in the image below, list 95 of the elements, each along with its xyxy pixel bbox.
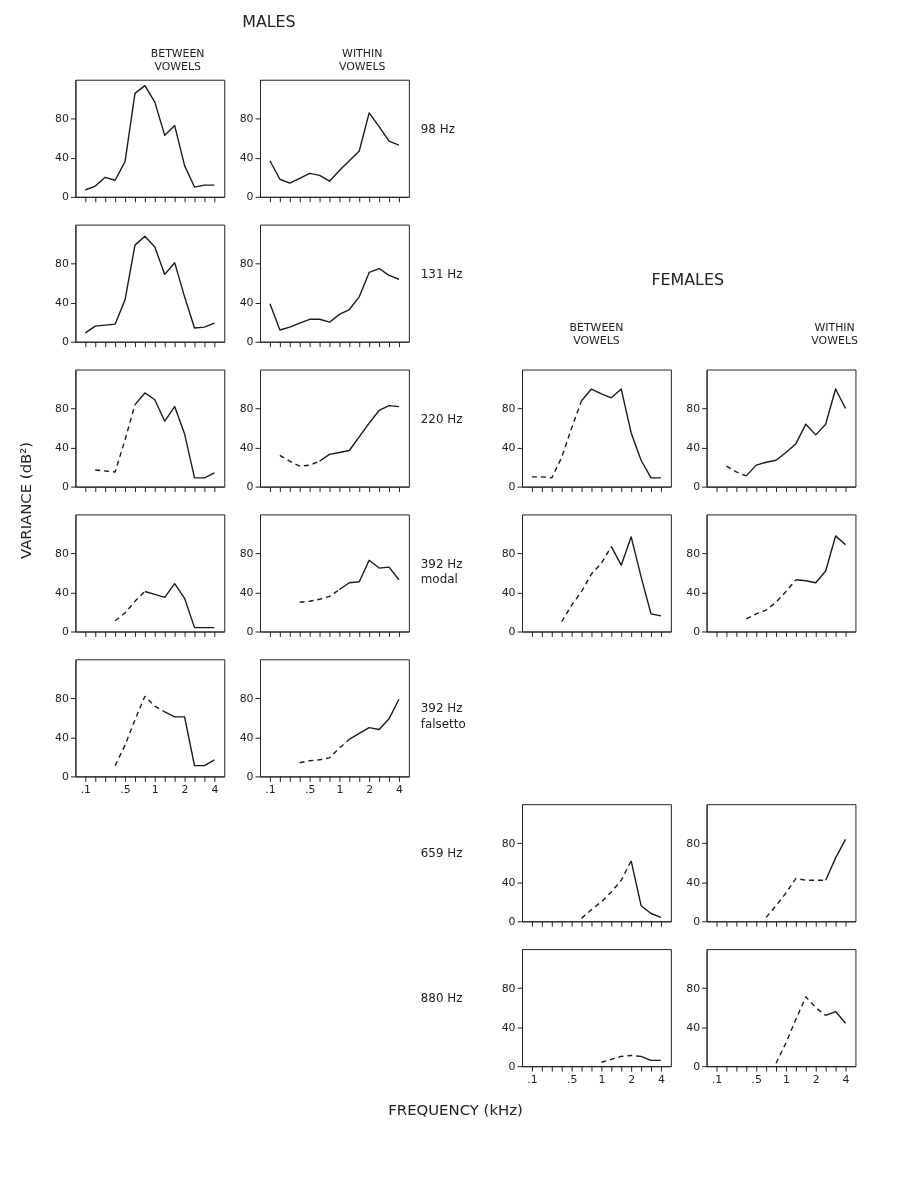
text: 880 Hz [420,991,463,1006]
y-tick-label: 40 [239,151,254,165]
text: modal [420,572,458,587]
y-tick-label: 80 [55,112,70,126]
y-tick-label: 80 [239,402,254,416]
y-tick-label: 80 [501,836,516,850]
y-tick-label: 80 [686,981,701,995]
x-tick-label: 4 [211,782,219,796]
text: FREQUENCY (kHz) [388,1100,523,1119]
y-tick-label: 80 [239,112,254,126]
y-tick-label: 80 [239,546,254,560]
y-tick-label: 0 [62,480,70,494]
x-tick-label: 4 [842,1072,850,1086]
y-tick-label: 40 [686,585,701,599]
y-tick-label: 0 [508,480,516,494]
y-tick-label: 80 [239,257,254,271]
text: falsetto [420,717,466,732]
y-tick-label: 80 [55,691,70,705]
text: 131 Hz [420,266,463,281]
text: 392 Hz [420,701,463,716]
y-tick-label: 0 [246,190,254,204]
y-tick-label: 0 [246,480,254,494]
y-tick-label: 40 [239,441,254,455]
y-tick-label: 0 [693,914,701,928]
x-tick-label: .5 [120,782,131,796]
text: 220 Hz [420,411,463,426]
y-tick-label: 40 [239,730,254,744]
text: VARIANCE (dB²) [16,441,35,560]
x-tick-label: 1 [336,782,344,796]
x-tick-label: 2 [366,782,374,796]
y-tick-label: 0 [246,624,254,638]
x-tick-label: 4 [657,1072,665,1086]
y-tick-label: 80 [501,546,516,560]
y-tick-label: 0 [62,769,70,783]
y-tick-label: 80 [501,402,516,416]
line-series [84,84,216,191]
y-tick-label: 40 [501,1020,516,1034]
y-tick-label: 0 [693,624,701,638]
x-tick-label: 1 [151,782,159,796]
x-tick-label: 2 [812,1072,820,1086]
x-tick-label: 1 [783,1072,790,1086]
text: FEMALES [651,270,725,290]
x-tick-label: 2 [628,1072,636,1086]
text: WITHIN VOWELS [811,320,858,347]
x-tick-label: .5 [566,1072,578,1086]
y-tick-label: 40 [686,1020,701,1034]
line-series [269,267,400,331]
y-tick-label: 40 [501,441,516,455]
y-tick-label: 40 [501,875,516,889]
y-tick-label: 40 [55,296,70,310]
text: MALES [242,12,296,32]
y-tick-label: 0 [693,480,701,494]
y-tick-label: 0 [62,624,70,638]
y-tick-label: 40 [55,585,70,599]
x-tick-label: .5 [751,1072,762,1086]
y-tick-label: 0 [62,335,70,349]
y-tick-label: 80 [686,836,701,850]
y-tick-label: 80 [501,981,516,995]
x-tick-label: .1 [265,782,276,796]
y-tick-label: 0 [246,335,254,349]
x-tick-label: 2 [181,782,189,796]
y-tick-label: 40 [686,875,701,889]
x-tick-label: 1 [598,1072,606,1086]
y-tick-label: 40 [55,730,70,744]
y-tick-label: 80 [686,546,701,560]
line-series [84,235,216,334]
text: BETWEEN VOWELS [150,46,205,73]
text: 98 Hz [420,121,455,136]
y-tick-label: 0 [62,190,70,204]
y-tick-label: 40 [686,441,701,455]
x-tick-label: .5 [304,782,316,796]
y-tick-label: 0 [246,769,254,783]
x-tick-label: .1 [527,1072,538,1086]
y-tick-label: 40 [55,441,70,455]
y-tick-label: 80 [55,257,70,271]
text: WITHIN VOWELS [338,46,386,73]
y-tick-label: 80 [239,691,254,705]
y-tick-label: 40 [55,151,70,165]
x-tick-label: .1 [711,1072,723,1086]
y-tick-label: 0 [693,1059,701,1073]
y-tick-label: 40 [239,585,254,599]
x-tick-label: .1 [80,782,92,796]
y-tick-label: 80 [686,402,701,416]
y-tick-label: 80 [55,402,70,416]
y-tick-label: 80 [55,546,70,560]
text: 659 Hz [420,846,463,861]
x-tick-label: 4 [395,782,403,796]
y-tick-label: 40 [501,585,516,599]
y-tick-label: 0 [508,914,516,928]
y-tick-label: 0 [508,624,516,638]
text: 392 Hz [420,556,463,571]
y-tick-label: 0 [508,1059,516,1073]
line-series [269,112,400,184]
text: BETWEEN VOWELS [569,320,624,347]
y-tick-label: 40 [239,296,254,310]
